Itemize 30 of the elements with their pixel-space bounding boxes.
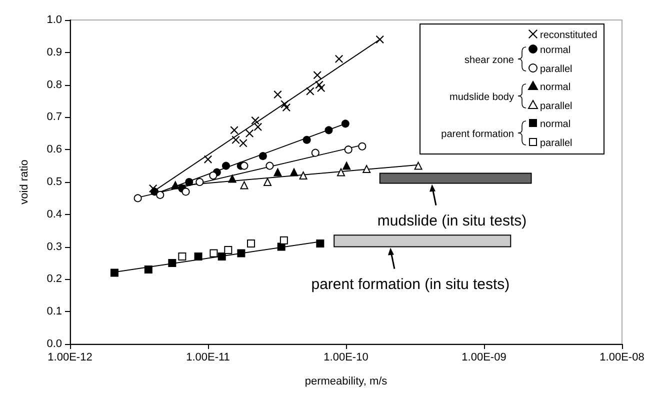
annotation: mudslide (in situ tests) xyxy=(377,212,527,230)
x-tick-label: 1.00E-10 xyxy=(324,352,368,364)
x-axis-title: permeability, m/s xyxy=(304,376,388,388)
annotation: parent formation (in situ tests) xyxy=(311,276,510,293)
y-tick-label: 0.4 xyxy=(46,208,62,220)
y-tick-label: 0.7 xyxy=(46,111,62,124)
legend-label: normal xyxy=(540,82,571,93)
legend-label: parallel xyxy=(540,101,572,112)
y-axis-title: void ratio xyxy=(18,160,30,204)
y-tick-label: 0.5 xyxy=(46,176,62,188)
legend-label: reconstituted xyxy=(540,30,598,41)
legend-label: normal xyxy=(540,119,571,130)
annotation: parent formation xyxy=(441,129,514,140)
y-tick-label: 0.3 xyxy=(46,240,62,253)
x-tick-label: 1.00E-09 xyxy=(462,352,506,364)
y-tick-label: 0.9 xyxy=(46,46,62,58)
y-tick-label: 1.0 xyxy=(46,14,62,26)
legend-label: parallel xyxy=(540,64,572,75)
x-tick-label: 1.00E-12 xyxy=(48,352,92,364)
legend-label: parallel xyxy=(540,138,572,149)
y-tick-label: 0.8 xyxy=(46,78,62,91)
annotation: mudslide body xyxy=(450,92,514,103)
y-tick-label: 0.2 xyxy=(46,273,62,286)
y-tick-label: 0.1 xyxy=(46,306,62,318)
legend-label: normal xyxy=(540,45,571,56)
x-tick-label: 1.00E-08 xyxy=(600,352,644,364)
y-tick-label: 0.6 xyxy=(46,144,62,156)
x-tick-label: 1.00E-11 xyxy=(186,352,230,364)
y-tick-label: 0.0 xyxy=(46,338,62,350)
annotation: shear zone xyxy=(464,55,514,66)
